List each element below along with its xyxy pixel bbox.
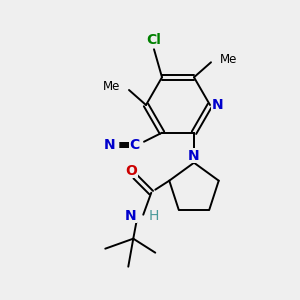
Text: N: N bbox=[212, 98, 224, 112]
Text: C: C bbox=[130, 138, 140, 152]
Text: N: N bbox=[188, 149, 200, 163]
Text: H: H bbox=[148, 209, 159, 223]
Text: N: N bbox=[103, 138, 115, 152]
Text: Me: Me bbox=[220, 53, 237, 66]
Text: O: O bbox=[125, 164, 137, 178]
Text: Cl: Cl bbox=[147, 33, 161, 47]
Text: N: N bbox=[124, 209, 136, 223]
Text: Me: Me bbox=[103, 80, 120, 94]
